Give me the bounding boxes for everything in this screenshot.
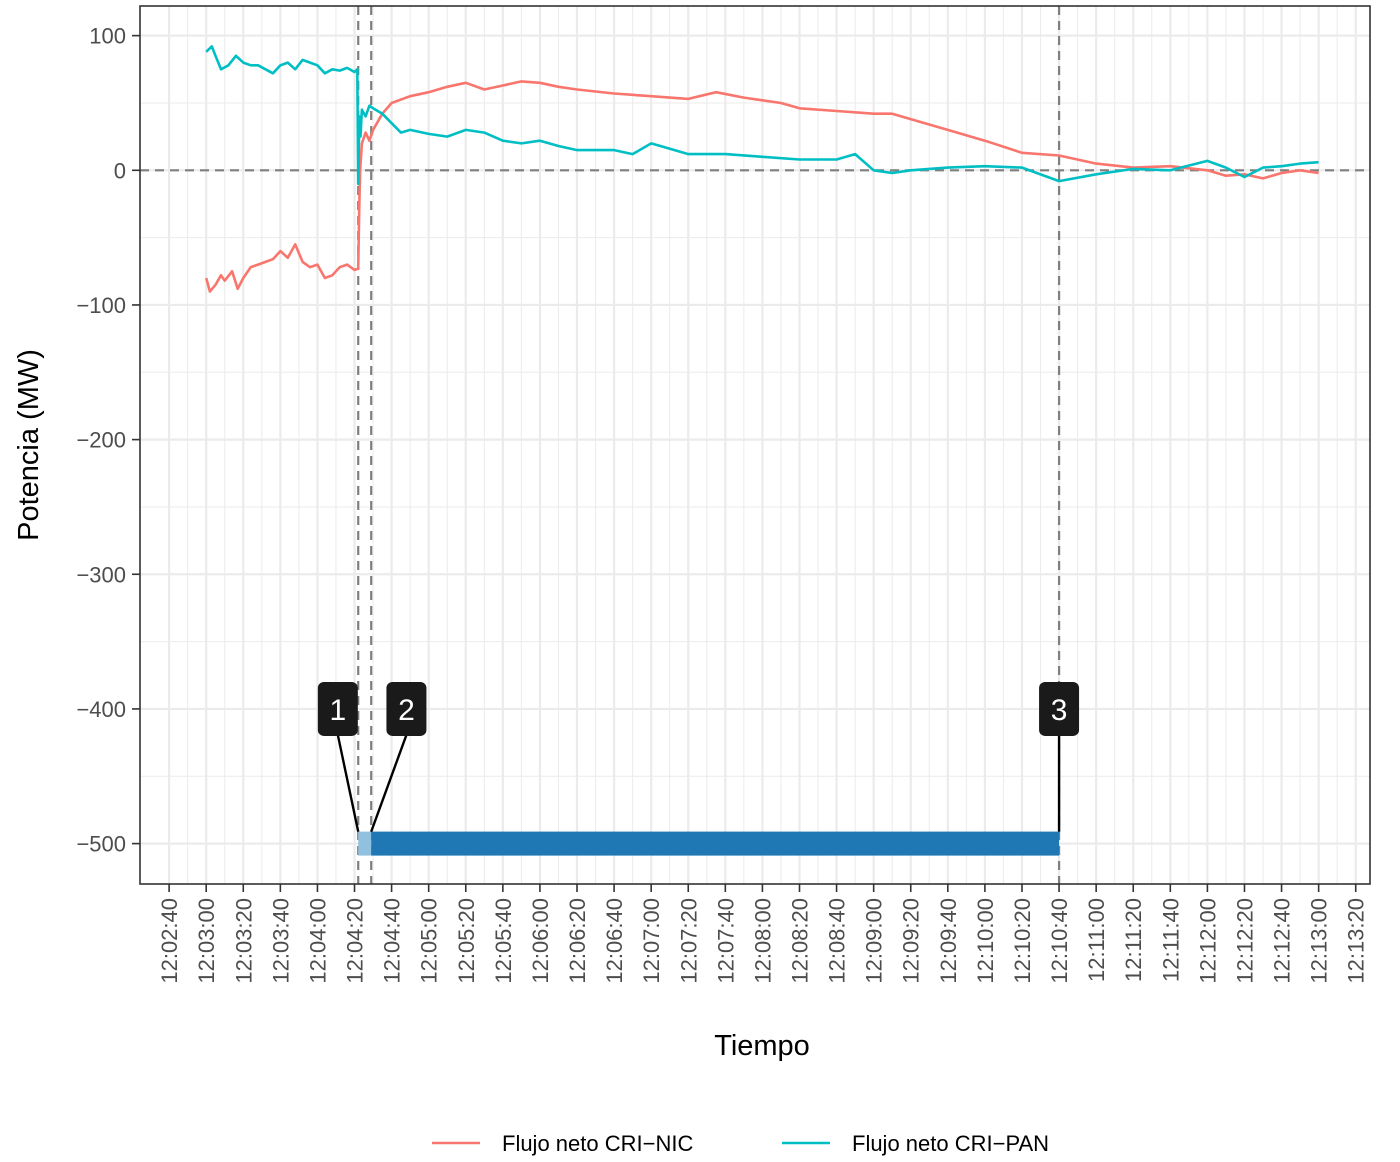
x-tick-label: 12:08:20 bbox=[787, 898, 812, 984]
y-tick-label: 0 bbox=[114, 158, 126, 183]
panel-background bbox=[140, 6, 1370, 884]
marker-leader-line bbox=[336, 734, 360, 832]
x-tick-label: 12:07:20 bbox=[676, 898, 701, 984]
x-tick-label: 12:05:40 bbox=[491, 898, 516, 984]
y-axis: 100 0 −100 −200 −300 −400 −500 bbox=[76, 24, 140, 857]
x-tick-label: 12:02:40 bbox=[157, 898, 182, 984]
marker-leader-line bbox=[370, 734, 408, 833]
x-tick-label: 12:11:40 bbox=[1158, 898, 1183, 982]
x-tick-label: 12:07:00 bbox=[639, 898, 664, 984]
marker-label-text: 3 bbox=[1051, 694, 1068, 727]
x-tick-label: 12:04:00 bbox=[305, 898, 330, 984]
legend-label-2: Flujo neto CRI−PAN bbox=[852, 1131, 1049, 1156]
x-tick-label: 12:13:00 bbox=[1307, 898, 1332, 984]
timeline-bar bbox=[358, 831, 1060, 856]
y-tick-label: −200 bbox=[76, 428, 126, 453]
x-tick-label: 12:12:20 bbox=[1232, 898, 1257, 984]
panel-border bbox=[139, 5, 1371, 885]
y-tick-label: 100 bbox=[89, 24, 126, 49]
x-tick-label: 12:03:20 bbox=[231, 898, 256, 984]
x-tick-label: 12:11:00 bbox=[1084, 898, 1109, 982]
timeline-segment-1 bbox=[358, 831, 372, 856]
x-tick-label: 12:10:40 bbox=[1047, 898, 1072, 984]
x-tick-label: 12:07:40 bbox=[713, 898, 738, 984]
series-line-2 bbox=[205, 45, 1319, 186]
y-tick-label: −300 bbox=[76, 562, 126, 587]
grid-minor bbox=[140, 6, 1370, 884]
x-axis: 12:02:40 12:03:00 12:03:20 12:03:40 12:04:00… bbox=[157, 884, 1369, 984]
x-tick-label: 12:10:00 bbox=[973, 898, 998, 984]
marker-label-box bbox=[386, 681, 427, 736]
x-tick-label: 12:11:20 bbox=[1121, 898, 1146, 982]
x-tick-label: 12:06:40 bbox=[602, 898, 627, 984]
legend: Flujo neto CRI−NIC Flujo neto CRI−PAN bbox=[432, 1131, 1049, 1156]
marker-label-text: 2 bbox=[398, 694, 415, 727]
x-tick-label: 12:03:40 bbox=[268, 898, 293, 984]
x-tick-label: 12:09:00 bbox=[862, 898, 887, 984]
x-tick-label: 12:05:20 bbox=[454, 898, 479, 984]
y-tick-label: −500 bbox=[76, 832, 126, 857]
x-axis-title: Tiempo bbox=[714, 1030, 810, 1062]
marker-label-text: 1 bbox=[329, 694, 346, 727]
series-line-1 bbox=[204, 80, 1319, 293]
marker-label-box bbox=[317, 681, 358, 736]
x-tick-label: 12:04:20 bbox=[343, 898, 368, 984]
x-tick-label: 12:05:00 bbox=[417, 898, 442, 984]
x-tick-label: 12:12:00 bbox=[1195, 898, 1220, 984]
y-tick-label: −100 bbox=[76, 293, 126, 318]
y-axis-title: Potencia (MW) bbox=[13, 349, 45, 541]
x-tick-label: 12:08:40 bbox=[825, 898, 850, 984]
timeline-segment-2 bbox=[371, 831, 1060, 856]
marker-label-box bbox=[1039, 681, 1080, 736]
series-layer bbox=[204, 45, 1319, 293]
x-tick-label: 12:06:00 bbox=[528, 898, 553, 984]
x-tick-label: 12:04:40 bbox=[380, 898, 405, 984]
y-tick-label: −400 bbox=[76, 697, 126, 722]
x-tick-label: 12:03:00 bbox=[194, 898, 219, 984]
x-tick-label: 12:09:40 bbox=[936, 898, 961, 984]
legend-label-1: Flujo neto CRI−NIC bbox=[502, 1131, 693, 1156]
x-tick-label: 12:06:20 bbox=[565, 898, 590, 984]
event-markers: 1 2 3 bbox=[317, 681, 1080, 833]
x-tick-label: 12:12:40 bbox=[1270, 898, 1295, 984]
x-tick-label: 12:10:20 bbox=[1010, 898, 1035, 984]
x-tick-label: 12:13:20 bbox=[1344, 898, 1369, 984]
x-tick-label: 12:09:20 bbox=[899, 898, 924, 984]
grid-major bbox=[140, 6, 1370, 884]
x-tick-label: 12:08:00 bbox=[750, 898, 775, 984]
